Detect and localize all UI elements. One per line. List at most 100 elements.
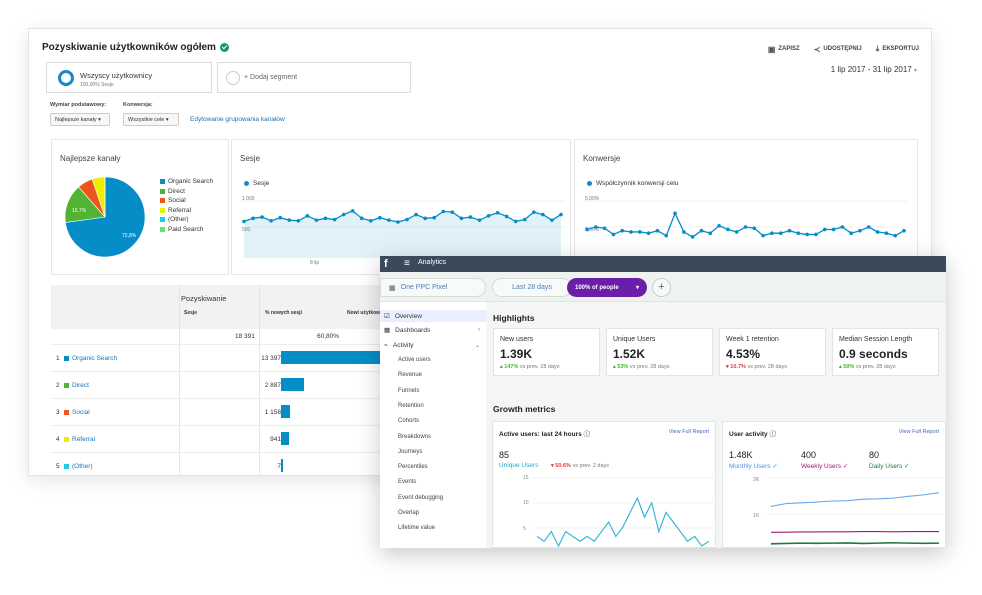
sidebar-item-overview[interactable]: ☑ Overview: [380, 310, 486, 322]
data-point[interactable]: [423, 216, 427, 221]
data-point[interactable]: [269, 219, 273, 223]
data-point[interactable]: [513, 219, 518, 224]
sidebar-item-dashboards[interactable]: ▦ Dashboards ›: [384, 326, 486, 335]
info-icon[interactable]: ⓘ: [583, 431, 591, 438]
sidebar-subitem-events[interactable]: Events: [398, 479, 417, 486]
sidebar-subitem-lifetime-value[interactable]: Lifetime value: [398, 525, 436, 532]
data-point[interactable]: [726, 227, 730, 232]
data-point[interactable]: [585, 227, 589, 232]
data-point[interactable]: [450, 210, 455, 214]
sidebar-subitem-journeys[interactable]: Journeys: [398, 448, 423, 455]
data-point[interactable]: [752, 226, 757, 231]
primary-dimension-select[interactable]: Najlepsze kanały ▾: [50, 113, 110, 126]
data-point[interactable]: [405, 217, 409, 222]
save-button[interactable]: ▣ ZAPISZ: [768, 44, 800, 54]
data-point[interactable]: [550, 218, 554, 222]
data-point[interactable]: [805, 232, 809, 237]
data-point[interactable]: [314, 218, 319, 222]
sidebar-item-activity[interactable]: ⌁ Activity ⌄: [384, 341, 486, 350]
table-row[interactable]: 2 Direct 2 887: [51, 371, 451, 398]
facebook-logo-icon[interactable]: f: [384, 258, 388, 270]
add-segment-button[interactable]: + Dodaj segment: [217, 62, 411, 93]
data-point[interactable]: [682, 230, 686, 234]
data-point[interactable]: [260, 215, 264, 219]
new-sessions-column-header[interactable]: % nowych sesji: [265, 310, 302, 316]
data-point[interactable]: [486, 214, 491, 218]
sidebar-subitem-funnels[interactable]: Funnels: [398, 387, 420, 394]
data-point[interactable]: [323, 216, 328, 221]
sidebar-subitem-active-users[interactable]: Active users: [398, 357, 431, 363]
data-point[interactable]: [611, 232, 616, 237]
data-point[interactable]: [770, 231, 774, 235]
data-point[interactable]: [893, 233, 897, 238]
monthly-users-label[interactable]: Monthly Users ✓: [729, 462, 778, 470]
data-point[interactable]: [796, 231, 801, 235]
sidebar-subitem-revenue[interactable]: Revenue: [398, 372, 423, 379]
data-point[interactable]: [690, 235, 695, 239]
data-point[interactable]: [708, 231, 713, 235]
user-activity-view-report-link[interactable]: View Full Report: [898, 429, 939, 435]
table-row[interactable]: 5 (Other) 7: [51, 452, 451, 475]
table-row[interactable]: 3 Social 1 158: [51, 398, 451, 425]
sidebar-subitem-event-debugging[interactable]: Event debugging: [398, 494, 444, 501]
sessions-column-header[interactable]: Sesje: [184, 310, 198, 316]
data-point[interactable]: [734, 230, 739, 234]
data-point[interactable]: [875, 230, 880, 234]
data-point[interactable]: [858, 228, 862, 233]
row-channel-link[interactable]: Organic Search: [72, 355, 118, 362]
daily-users-label[interactable]: Daily Users ✓: [869, 462, 910, 470]
data-point[interactable]: [646, 231, 651, 235]
data-point[interactable]: [477, 218, 482, 222]
sidebar-subitem-retention[interactable]: Retention: [398, 402, 424, 409]
data-point[interactable]: [432, 215, 436, 220]
data-point[interactable]: [787, 228, 792, 233]
data-point[interactable]: [387, 218, 391, 222]
data-point[interactable]: [532, 210, 536, 214]
audience-selector[interactable]: 100% of people ▾: [567, 278, 647, 297]
data-point[interactable]: [761, 233, 765, 238]
row-channel-link[interactable]: Referral: [72, 436, 96, 443]
data-point[interactable]: [378, 215, 382, 220]
date-range-picker[interactable]: 1 lip 2017 - 31 lip 2017 ▾: [831, 65, 917, 74]
data-point[interactable]: [831, 227, 836, 232]
row-channel-link[interactable]: Social: [72, 409, 90, 416]
data-point[interactable]: [814, 232, 818, 237]
data-point[interactable]: [822, 227, 827, 232]
data-point[interactable]: [778, 231, 783, 235]
data-point[interactable]: [717, 223, 721, 228]
data-point[interactable]: [541, 212, 545, 217]
table-row[interactable]: 1 Organic Search 13 397: [51, 344, 451, 371]
row-channel-link[interactable]: Direct: [72, 382, 89, 389]
new-users-column-header[interactable]: Nowi użytkow: [347, 310, 381, 316]
hamburger-menu-icon[interactable]: ≡: [404, 258, 410, 269]
data-point[interactable]: [305, 214, 310, 218]
data-point[interactable]: [638, 230, 642, 234]
sidebar-subitem-breakdowns[interactable]: Breakdowns: [398, 433, 432, 440]
data-point[interactable]: [287, 218, 292, 222]
data-point[interactable]: [414, 212, 418, 217]
data-point[interactable]: [522, 217, 527, 222]
data-point[interactable]: [369, 219, 373, 223]
data-point[interactable]: [251, 216, 255, 221]
data-point[interactable]: [559, 212, 563, 217]
data-point[interactable]: [620, 228, 625, 233]
data-point[interactable]: [296, 219, 301, 223]
data-point[interactable]: [699, 228, 704, 233]
data-point[interactable]: [359, 216, 364, 221]
data-point[interactable]: [866, 225, 871, 229]
data-point[interactable]: [594, 225, 598, 229]
pixel-selector[interactable]: ▦ One PPC Pixel: [380, 278, 486, 297]
data-point[interactable]: [332, 217, 337, 222]
row-channel-link[interactable]: (Other): [72, 463, 93, 470]
data-point[interactable]: [242, 219, 246, 224]
export-button[interactable]: ⤓ EKSPORTUJ: [876, 44, 919, 54]
sidebar-subitem-percentiles[interactable]: Percentiles: [398, 464, 428, 471]
data-point[interactable]: [629, 230, 633, 234]
conversion-select[interactable]: Wszystkie cele ▾: [123, 113, 179, 126]
data-point[interactable]: [350, 209, 355, 213]
data-point[interactable]: [459, 216, 464, 221]
data-point[interactable]: [884, 231, 889, 235]
data-point[interactable]: [602, 226, 607, 231]
data-point[interactable]: [341, 212, 346, 217]
segment-all-users[interactable]: Wszyscy użytkownicy 100,00% Sesje: [46, 62, 212, 93]
